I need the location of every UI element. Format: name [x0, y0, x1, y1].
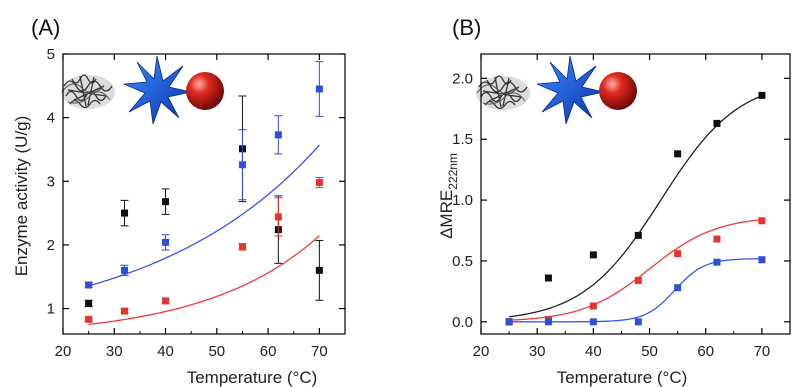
data-point-black-a — [121, 210, 128, 217]
x-tick-label-b: 30 — [529, 343, 546, 360]
x-tick-label-b: 60 — [697, 343, 714, 360]
blue-star-icon — [537, 56, 604, 124]
y-tick-label-b: 1.5 — [452, 131, 473, 148]
x-tick-label-a: 50 — [208, 343, 225, 360]
data-point-black-b — [590, 251, 597, 258]
data-point-black-b — [674, 150, 681, 157]
data-point-red-b — [590, 303, 597, 310]
data-point-blue-b — [635, 318, 642, 325]
x-tick-label-b: 70 — [754, 343, 771, 360]
panel-b-icons — [476, 56, 637, 124]
panel-a: (A) 20 30 40 50 60 70 1 2 3 4 5 Temperature (°C) E… — [12, 15, 345, 387]
x-tick-label-b: 40 — [585, 343, 602, 360]
data-point-black-b — [635, 232, 642, 239]
y-axis-title-b-sub: 222nm — [446, 153, 460, 190]
x-axis-title-a: Temperature (°C) — [187, 368, 318, 387]
data-point-red-a — [85, 316, 92, 323]
y-tick-label-a: 4 — [47, 110, 55, 127]
y-axis-title-b-main: ΔMRE — [437, 190, 456, 239]
data-point-red-a — [316, 179, 323, 186]
data-point-blue-b — [713, 259, 720, 266]
x-tick-label-a: 20 — [55, 343, 72, 360]
data-point-blue-b — [758, 256, 765, 263]
x-tick-label-b: 50 — [641, 343, 658, 360]
data-point-blue-b — [590, 318, 597, 325]
data-point-blue-a — [121, 267, 128, 274]
x-tick-label-b: 20 — [473, 343, 490, 360]
panel-label-b: (B) — [452, 15, 481, 40]
data-point-blue-a — [239, 161, 246, 168]
data-point-black-b — [545, 275, 552, 282]
y-tick-label-a: 5 — [47, 46, 55, 63]
data-point-blue-b — [506, 318, 513, 325]
y-tick-label-b: 2.0 — [452, 70, 473, 87]
y-tick-label-a: 3 — [47, 173, 55, 190]
data-point-red-b — [758, 217, 765, 224]
data-point-black-a — [85, 300, 92, 307]
data-point-blue-a — [162, 239, 169, 246]
y-tick-label-b: 0.5 — [452, 253, 473, 270]
data-point-red-b — [674, 250, 681, 257]
red-sphere-icon — [599, 72, 637, 110]
fit-curve-blue-b — [509, 259, 762, 322]
y-axis-title-a: Enzyme activity (U/g) — [12, 116, 31, 277]
blue-star-icon — [124, 56, 191, 124]
data-point-red-b — [635, 277, 642, 284]
y-tick-label-b: 0.0 — [452, 314, 473, 331]
data-point-red-a — [121, 308, 128, 315]
x-tick-label-a: 70 — [311, 343, 328, 360]
data-point-red-a — [275, 213, 282, 220]
y-tick-label-a: 2 — [47, 237, 55, 254]
panel-b: (B) 20 30 40 50 60 700.00.51.01.52.0 Temperat… — [437, 15, 790, 387]
data-point-black-a — [162, 198, 169, 205]
x-tick-label-a: 30 — [106, 343, 123, 360]
y-tick-label-a: 1 — [47, 301, 55, 318]
data-point-red-b — [713, 236, 720, 243]
data-point-red-a — [239, 243, 246, 250]
x-axis-title-b: Temperature (°C) — [557, 368, 688, 387]
data-point-red-a — [162, 297, 169, 304]
data-point-blue-a — [85, 282, 92, 289]
data-point-blue-a — [275, 131, 282, 138]
data-point-blue-b — [674, 284, 681, 291]
data-point-black-a — [316, 267, 323, 274]
data-point-blue-b — [545, 318, 552, 325]
panel-a-icons — [61, 56, 224, 124]
protein-structure-icon — [476, 76, 530, 110]
data-point-black-b — [713, 120, 720, 127]
x-tick-label-a: 60 — [260, 343, 277, 360]
data-point-black-b — [758, 92, 765, 99]
data-point-blue-a — [316, 86, 323, 93]
x-tick-label-a: 40 — [157, 343, 174, 360]
red-sphere-icon — [186, 72, 224, 110]
protein-structure-icon — [61, 75, 115, 109]
panel-label-a: (A) — [31, 15, 60, 40]
